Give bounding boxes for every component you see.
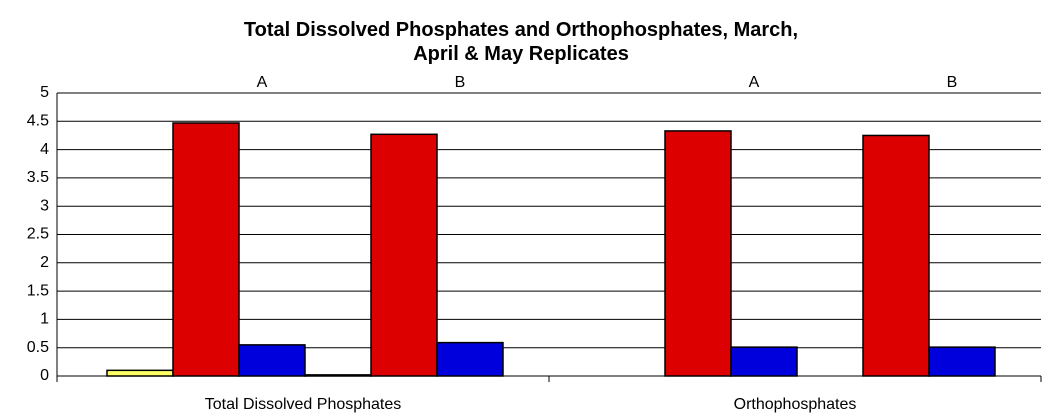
subgroup-label: B: [455, 74, 466, 91]
bar: [436, 341, 504, 377]
subgroup-label: A: [257, 74, 268, 91]
y-tick-label: 1.5: [27, 282, 49, 299]
bar: [664, 130, 732, 377]
y-tick-label: 2: [40, 254, 49, 271]
y-tick-label: 3.5: [27, 169, 49, 186]
chart-title: Total Dissolved Phosphates and Orthophos…: [243, 19, 799, 65]
subgroup-label: A: [749, 74, 760, 91]
bar: [730, 346, 798, 377]
y-tick-label: 5: [40, 84, 49, 101]
y-tick-label: 3: [40, 197, 49, 214]
y-tick-label: 4: [40, 141, 49, 158]
subgroup-label: B: [947, 74, 958, 91]
x-tick-label: Orthophosphates: [734, 396, 857, 413]
x-tick-label: Total Dissolved Phosphates: [205, 396, 402, 413]
y-tick-label: 0: [40, 367, 49, 384]
bar: [928, 346, 996, 377]
bar: [238, 344, 306, 377]
y-tick-label: 4.5: [27, 113, 49, 130]
bar: [370, 133, 438, 377]
y-tick-label: 1: [40, 311, 49, 328]
bar: [172, 122, 240, 377]
y-tick-label: 2.5: [27, 226, 49, 243]
bar: [862, 134, 930, 377]
bar: [106, 369, 174, 377]
y-tick-label: 0.5: [27, 339, 49, 356]
